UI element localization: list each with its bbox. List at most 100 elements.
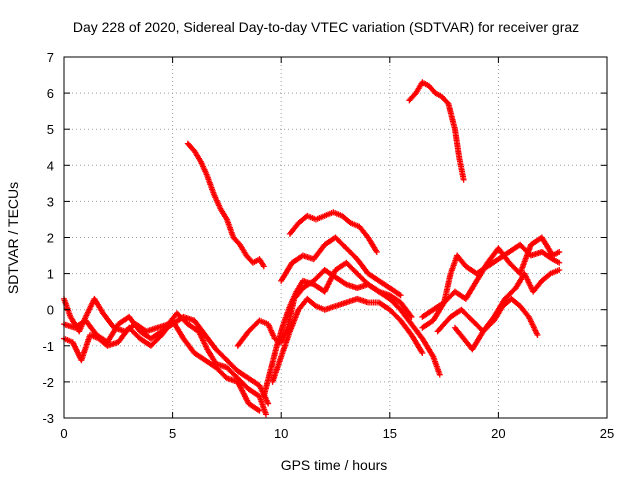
data-trace-markers [127,315,142,333]
data-trace-markers [333,275,348,287]
x-tick-label: 25 [600,426,614,441]
data-point [556,248,563,255]
data-trace-markers [218,207,229,221]
data-point [262,411,269,418]
data-trace-markers [257,395,269,416]
data-trace-markers [78,333,93,362]
data-trace-markers [236,376,251,391]
data-trace-markers [231,235,242,247]
data-trace-markers [485,246,501,265]
data-trace-markers [160,322,175,334]
data-trace-markers [236,369,251,381]
data-trace-markers [355,257,371,276]
data-series-trace-8 [286,209,380,255]
data-trace-markers [388,293,403,305]
data-trace-markers [185,141,197,153]
data-trace-markers [407,91,418,103]
data-trace-markers [431,300,447,323]
y-tick-label: 1 [47,267,54,282]
data-point [534,331,541,338]
data-trace-markers [198,160,210,178]
data-layer [61,79,563,418]
data-trace-markers [203,358,218,370]
data-trace-markers [349,220,361,229]
data-trace-markers [237,243,249,257]
data-trace-markers [265,322,277,340]
data-point [373,248,380,255]
data-trace-markers [323,210,335,219]
data-series-trace-6 [260,259,415,400]
data-trace-markers [285,297,297,330]
data-trace-markers [452,127,463,160]
data-trace-markers [420,318,435,330]
data-point [460,176,467,183]
y-tick-label: 2 [47,231,54,246]
grid-layer [64,57,607,418]
data-series-trace-2 [61,317,263,414]
data-point [436,371,443,378]
data-trace-markers [526,315,540,337]
data-series-trace-13 [434,266,563,335]
data-trace-markers [211,192,223,210]
data-trace-markers [225,365,240,381]
data-trace-markers [357,225,370,240]
data-trace-markers [306,213,318,222]
data-trace-markers [435,315,453,334]
y-tick-label: -1 [42,339,54,354]
data-trace-markers [247,387,262,399]
data-trace-markers [186,322,201,334]
data-trace-markers [377,300,392,312]
data-trace-markers [427,84,438,95]
data-trace-markers [322,268,338,294]
data-trace-markers [421,80,431,88]
data-trace-markers [440,94,451,106]
data-trace-markers [235,380,251,406]
data-trace-markers [257,257,266,268]
data-trace-markers [258,318,270,327]
data-trace-markers [459,307,475,323]
data-trace-markers [181,336,197,355]
tick-layer: 0 5 10 15 20 25 -3 -2 -1 0 1 2 3 4 5 6 7 [42,50,614,441]
data-trace-markers [278,329,293,359]
data-trace-markers [149,329,164,341]
data-trace-markers [448,254,460,275]
data-point [556,266,563,273]
x-tick-label: 20 [491,426,505,441]
y-tick-label: 6 [47,86,54,101]
data-trace-markers [251,257,261,265]
data-trace-markers [445,102,458,131]
data-trace-markers [203,333,219,352]
data-trace-markers [247,376,262,388]
data-trace-markers [503,286,518,301]
data-trace-markers [355,271,370,287]
data-trace-markers [344,261,359,276]
data-trace-markers [517,243,534,276]
data-trace-markers [365,235,379,254]
data-trace-markers [398,318,414,337]
data-point [419,350,426,357]
data-trace-markers [388,307,403,323]
data-trace-markers [305,296,318,309]
data-trace-markers [279,261,295,283]
data-trace-markers [62,336,74,345]
data-trace-markers [274,322,286,348]
data-point [265,400,272,407]
data-trace-markers [149,333,164,348]
data-trace-markers [409,322,425,341]
data-trace-markers [551,257,561,265]
data-trace-markers [453,326,466,341]
data-trace-markers [61,297,73,319]
x-tick-label: 0 [60,426,67,441]
data-trace-markers [388,285,403,298]
y-tick-label: -3 [42,411,54,426]
data-trace-markers [101,311,116,330]
data-trace-markers [420,337,436,359]
data-trace-markers [333,235,349,251]
y-axis-label: SDTVAR / TECUs [5,182,21,294]
data-trace-markers [377,278,392,291]
data-series-trace-12 [419,234,563,331]
data-trace-markers [366,282,381,294]
data-point [408,313,415,320]
data-trace-markers [192,149,203,164]
